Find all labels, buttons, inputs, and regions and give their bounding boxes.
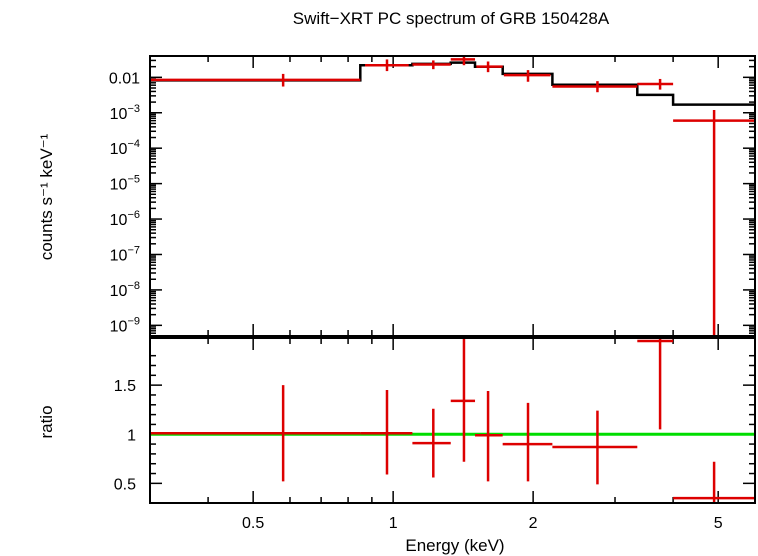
bottom-y-tick-label: 0.5 [114,476,136,493]
x-tick-label: 1 [389,515,398,532]
bottom-plot-frame [149,337,756,504]
x-tick-label: 0.5 [242,515,264,532]
top-y-tick-label: 10−5 [110,174,140,194]
bottom-y-tick-label: 1.5 [114,378,136,395]
x-tick-label: 5 [714,515,723,532]
top-y-tick-label: 10−7 [110,244,140,264]
top-y-tick-label: 10−4 [110,138,140,158]
x-tick-label: 2 [529,515,538,532]
top-y-tick-label: 10−8 [110,280,140,300]
top-plot-frame [149,55,756,337]
top-y-tick-label: 0.01 [109,70,140,87]
x-axis-label: Energy (keV) [405,536,504,555]
y-axis-label-top: counts s⁻¹ keV⁻¹ [37,133,56,260]
top-panel: 0.01 10−3 10−4 10−5 10−6 10−7 10−8 10−9 [109,55,756,337]
bottom-y-tick-label: 1 [127,427,136,444]
top-y-tick-label: 10−9 [110,315,140,335]
bottom-panel: 0.5 1 1.5 0.5 1 2 5 [114,337,756,532]
top-y-tick-label: 10−6 [110,209,140,229]
chart-title: Swift−XRT PC spectrum of GRB 150428A [293,9,610,28]
top-y-tick-label: 10−3 [110,103,140,123]
y-axis-label-bottom: ratio [37,405,56,438]
